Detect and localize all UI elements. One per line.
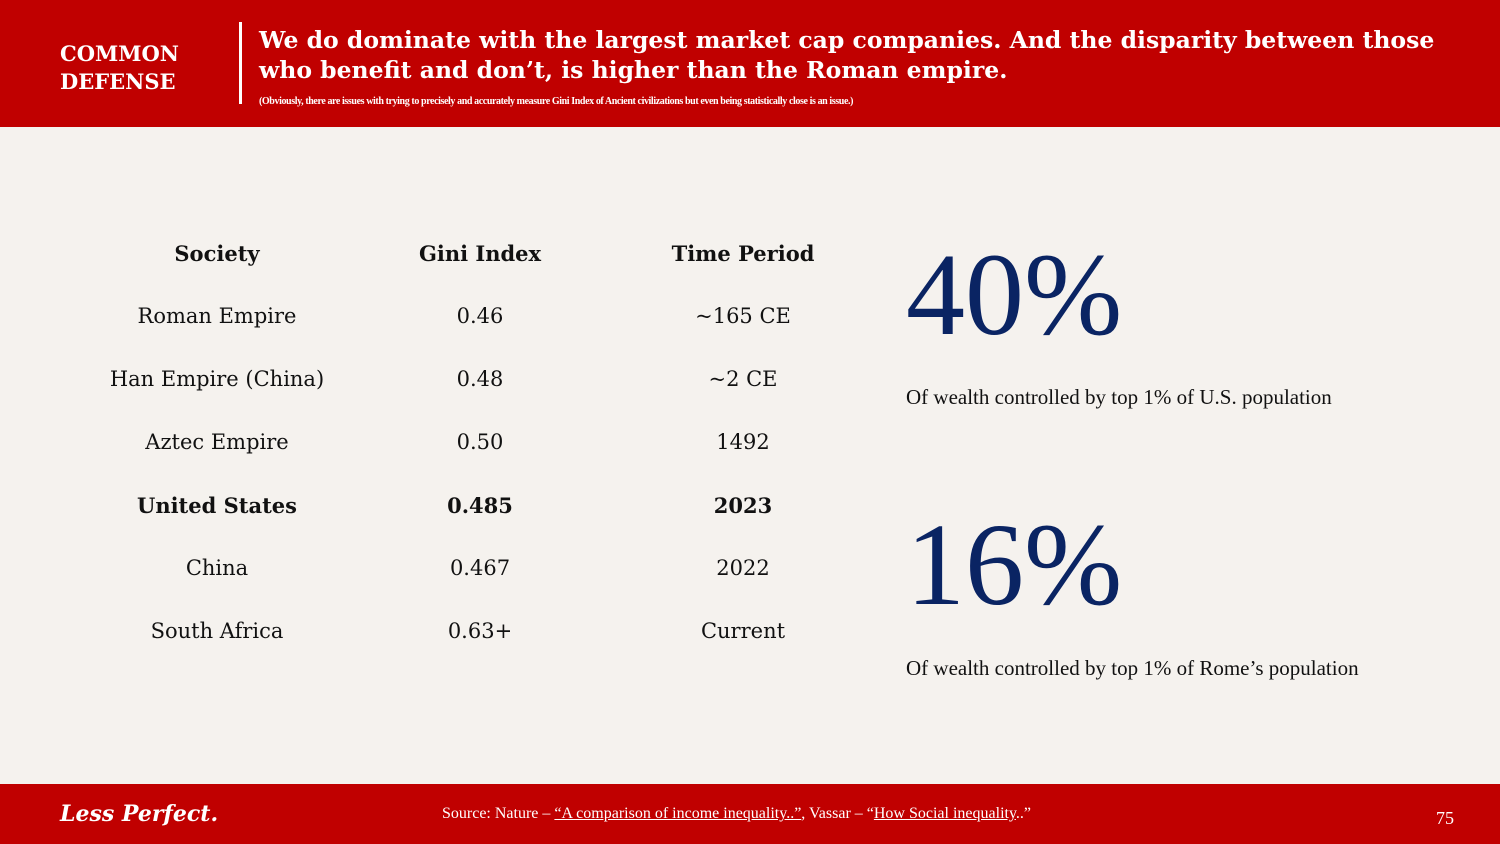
stat-us-value: 40% [906,229,1123,360]
table-cell: 0.50 [456,430,504,454]
table-cell: 1492 [716,430,770,454]
column-header: Gini Index [418,241,542,266]
source-prefix: Source: Nature – [442,805,555,822]
table-cell: 0.48 [456,367,504,391]
source-end: ..” [1015,805,1032,822]
table-cell: Aztec Empire [145,430,289,454]
table-cell: 2023 [713,493,773,518]
stat-rome-caption: Of wealth controlled by top 1% of Rome’s… [906,656,1359,680]
column-header: Time Period [671,241,815,266]
table-cell: 0.467 [449,556,511,580]
table-cell: South Africa [150,619,284,643]
logo: Less Perfect. [60,801,219,827]
brand-line-2: DEFENSE [60,69,176,94]
table-cell: ~165 CE [695,304,791,328]
table-cell: 0.46 [456,304,504,328]
table-cell: China [185,556,249,580]
source-link-vassar[interactable]: How Social inequality [873,805,1016,822]
source-link-nature[interactable]: “A comparison of income inequality..” [554,805,802,822]
section-label: COMMON DEFENSE [60,40,179,96]
slide-title: We do dominate with the largest market c… [259,26,1435,84]
table-cell: Han Empire (China) [109,367,325,391]
source-mid: , Vassar – “ [801,805,874,822]
table-cell: ~2 CE [708,367,778,391]
table-cell: 2022 [716,556,770,580]
table-cell: Roman Empire [137,304,297,328]
slide-subtitle: (Obviously, there are issues with trying… [259,96,854,107]
table-cell: United States [137,493,297,518]
stat-rome-value: 16% [906,499,1123,630]
brand-line-1: COMMON [60,41,179,66]
source-text: Source: Nature – “A comparison of income… [442,805,1031,823]
divider [239,22,242,104]
page-number: 75 [1436,808,1454,828]
footer: Less Perfect. Source: Nature – “A compar… [0,784,1500,844]
column-header: Society [174,241,260,266]
table-cell: 0.63+ [447,619,513,643]
table-cell: 0.485 [447,493,513,518]
stat-us-caption: Of wealth controlled by top 1% of U.S. p… [906,385,1332,409]
header: COMMON DEFENSE We do dominate with the la… [0,0,1500,127]
table-cell: Current [700,619,786,643]
